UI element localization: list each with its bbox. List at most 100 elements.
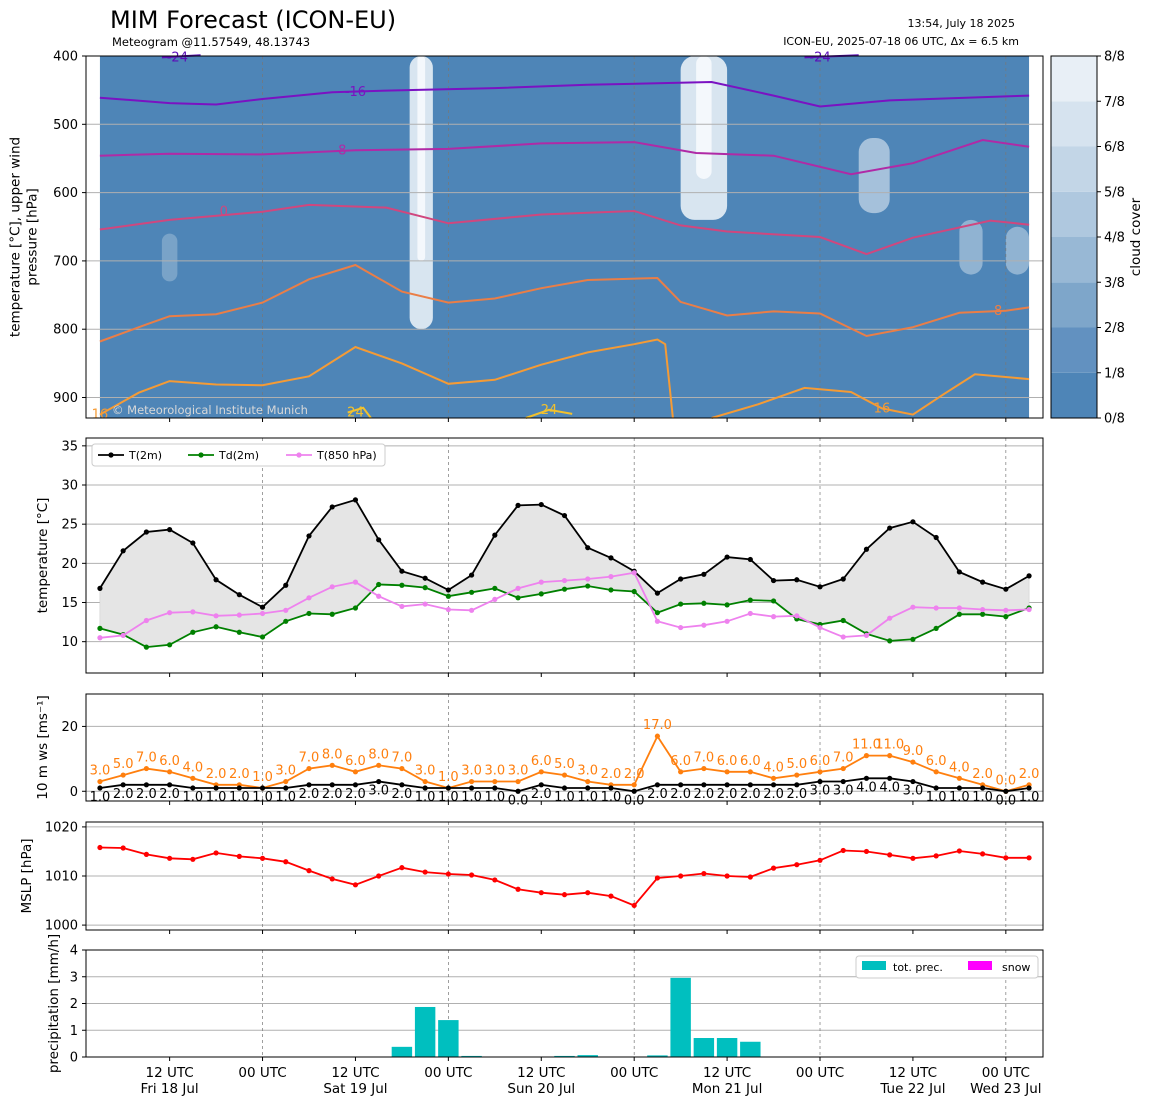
temperature-point — [399, 582, 405, 588]
wind-data-label: 6.0 — [159, 754, 180, 769]
wind-data-label: 3.0 — [903, 784, 924, 799]
mslp-point — [770, 865, 777, 871]
wind-point — [887, 753, 893, 759]
temperature-point — [561, 512, 568, 519]
wind-point — [724, 769, 730, 775]
cloud-cover-band — [959, 219, 983, 275]
temperature-point — [654, 590, 661, 596]
precip-bar — [716, 1038, 738, 1057]
wind-data-label: 1.0 — [554, 790, 575, 805]
wind-data-label: 2.0 — [740, 787, 761, 802]
wind-point — [585, 785, 591, 791]
colorbar-tick-label: 1/8 — [1104, 366, 1125, 381]
wind-data-label: 7.0 — [694, 751, 715, 766]
wind-point — [376, 778, 382, 785]
temperature-point — [259, 634, 266, 640]
temperature-point — [887, 638, 893, 644]
xtick-label-date: Sun 20 Jul — [507, 1081, 575, 1097]
temperature-point — [515, 595, 521, 601]
temperature-point — [770, 598, 777, 604]
legend-label: T(850 hPa) — [316, 449, 377, 462]
wind-data-label: 6.0 — [670, 754, 691, 769]
wind-point — [492, 778, 498, 785]
temperature-point — [724, 554, 730, 560]
upper-air-frame — [85, 55, 1044, 419]
temperature-point — [306, 610, 312, 617]
mslp-point — [306, 868, 312, 874]
wind-data-label: 3.0 — [368, 784, 389, 799]
xtick-label-time: 00 UTC — [610, 1065, 658, 1081]
wind-point — [97, 785, 103, 791]
mslp-point — [213, 850, 219, 856]
temperature-point — [259, 604, 266, 610]
legend-label: T(2m) — [128, 449, 162, 462]
temperature-point — [329, 504, 335, 510]
wind-ytick-label: 0 — [70, 785, 78, 800]
wind-point — [329, 782, 335, 788]
precip-frame — [85, 949, 1044, 1058]
wind-data-label: 1.0 — [949, 790, 970, 805]
mslp-point — [422, 869, 428, 875]
wind-data-label: 6.0 — [926, 754, 947, 769]
mslp-point — [794, 862, 800, 868]
wind-data-label: 1.0 — [438, 790, 459, 805]
wind-data-label: 3.0 — [484, 764, 505, 779]
wind-point — [747, 782, 753, 788]
wind-data-label: 5.0 — [786, 757, 807, 772]
xtick-label-time: 00 UTC — [796, 1065, 844, 1081]
temperature-point — [143, 529, 149, 535]
temperature-point — [399, 568, 405, 574]
wind-ytick-label: 20 — [61, 720, 78, 735]
wind-data-label: 2.0 — [392, 787, 413, 802]
precip-ylabel-text: precipitation [mm/h] — [46, 934, 62, 1073]
colorbar-segment — [1051, 327, 1097, 373]
isotherm-label: -24 — [809, 50, 830, 65]
wind-point — [190, 775, 196, 781]
colorbar-tick-label: 0/8 — [1104, 412, 1125, 427]
wind-point — [794, 772, 800, 778]
mslp-point — [840, 847, 846, 854]
temperature-point — [143, 617, 149, 624]
wind-point — [422, 778, 428, 785]
mslp-point — [352, 882, 359, 888]
wind-point — [143, 765, 149, 772]
wind-data-label: 2.0 — [1019, 767, 1040, 782]
precip-bar — [577, 1055, 598, 1057]
temperature-ytick-label: 25 — [61, 518, 78, 533]
isotherm-label: 16 — [92, 408, 109, 423]
wind-point — [863, 753, 870, 759]
temperature-point — [840, 634, 846, 640]
temperature-ylabel-text: temperature [°C] — [35, 498, 51, 614]
legend-marker — [108, 452, 114, 458]
wind-data-label: 5.0 — [554, 757, 575, 772]
wind-point — [933, 785, 939, 791]
wind-data-label: 9.0 — [903, 744, 924, 759]
xtick-label-time: 12 UTC — [889, 1065, 937, 1081]
temperature-point — [1003, 586, 1009, 592]
wind-point — [97, 778, 103, 785]
isotherm-line — [99, 80, 1030, 108]
wind-data-label: 2.0 — [670, 787, 691, 802]
wind-point — [352, 769, 359, 775]
wind-point — [910, 778, 916, 785]
wind-point — [678, 782, 684, 788]
wind-data-label: 2.0 — [531, 787, 552, 802]
mslp-point — [468, 872, 475, 878]
wind-data-label: 11.0 — [852, 738, 881, 753]
temperature-point — [97, 625, 103, 631]
wind-data-label: 17.0 — [643, 718, 672, 733]
wind-data-label: 1.0 — [229, 790, 250, 805]
temperature-point — [376, 581, 382, 588]
temperature-point — [956, 605, 962, 611]
wind-point — [654, 782, 661, 788]
temperature-point — [538, 501, 544, 508]
temperature-point — [468, 589, 475, 595]
mslp-point — [143, 851, 149, 858]
upper-air-ytick-label: 900 — [53, 391, 78, 406]
temperature-point — [283, 582, 289, 588]
wind-frame — [85, 693, 1044, 802]
wind-point — [468, 778, 475, 785]
temperature-point — [422, 601, 428, 607]
wind-data-label: 6.0 — [717, 754, 738, 769]
